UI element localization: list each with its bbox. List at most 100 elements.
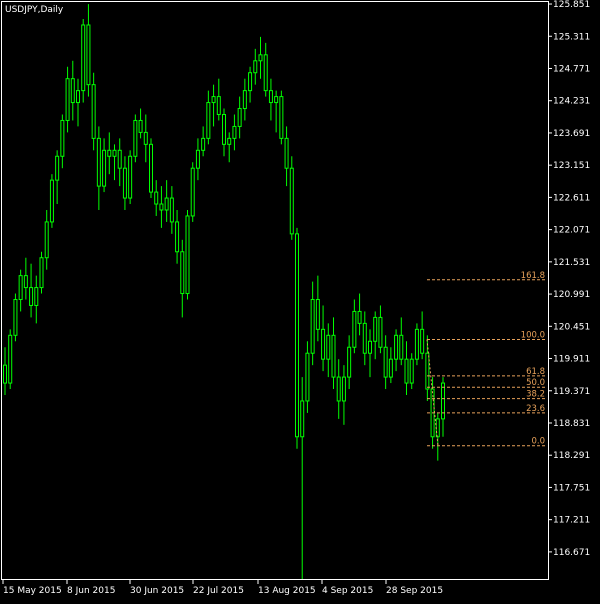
candle-body — [425, 352, 430, 390]
candle-body — [336, 376, 341, 402]
fib-label: 0.0 — [531, 437, 545, 447]
y-tick-label: 122.611 — [553, 193, 590, 203]
candle — [180, 239, 185, 318]
candle-body — [268, 90, 273, 104]
candle-body — [180, 251, 185, 295]
candle-body — [253, 60, 258, 74]
candle — [211, 84, 216, 127]
candle — [362, 311, 367, 366]
candle — [143, 114, 148, 163]
candle — [373, 311, 378, 360]
y-tick-label: 121.531 — [553, 258, 590, 268]
candle-body — [76, 90, 80, 104]
candle-body — [227, 137, 232, 145]
candle-body — [399, 334, 404, 360]
fib-label: 38.2 — [526, 390, 545, 400]
candle — [49, 174, 54, 228]
y-tick-label: 124.231 — [553, 97, 590, 107]
candle — [39, 251, 44, 294]
candle — [3, 347, 7, 395]
fib-label: 61.8 — [526, 367, 545, 377]
fibonacci-retracement[interactable]: 161.8 100.0 61.850.0 38.2 23.6 0.0 — [426, 271, 546, 447]
y-tick-label: 123.151 — [553, 161, 590, 171]
candle — [383, 335, 388, 390]
candle — [13, 293, 18, 342]
candle — [81, 19, 86, 103]
candle-body — [49, 179, 54, 223]
y-tick-label: 118.291 — [553, 451, 590, 461]
candle-body — [258, 54, 263, 62]
candle-body — [222, 113, 226, 145]
candle-body — [388, 358, 393, 378]
fib-level[interactable]: 0.0 — [427, 437, 546, 447]
candle-body — [321, 328, 326, 360]
candle — [154, 180, 159, 216]
candle — [159, 186, 164, 228]
candle-body — [368, 340, 372, 354]
candle — [164, 180, 169, 222]
candle — [201, 126, 206, 157]
candle — [102, 138, 107, 193]
candle — [44, 209, 49, 270]
fib-level[interactable]: 61.8 — [427, 367, 546, 377]
candle — [149, 138, 153, 199]
time-axis[interactable]: 15 May 2015 8 Jun 2015 30 Jun 2015 22 Jul 2… — [2, 580, 443, 596]
fib-level[interactable]: 161.8 — [427, 271, 546, 281]
x-tick-label: 13 Aug 2015 — [258, 586, 316, 596]
candle — [18, 269, 23, 312]
candle — [107, 132, 112, 175]
candle — [300, 377, 305, 580]
candle — [232, 114, 237, 151]
candle — [263, 42, 268, 97]
candle — [86, 4, 91, 97]
plot-border — [1, 1, 549, 580]
candle — [70, 60, 75, 121]
candle-body — [279, 96, 284, 139]
candle — [295, 227, 299, 449]
candle-body — [347, 346, 352, 378]
candle-body — [122, 167, 127, 199]
candle-body — [295, 233, 299, 438]
candle — [206, 90, 211, 145]
candle — [326, 323, 331, 378]
candle — [425, 335, 430, 401]
candle — [305, 341, 310, 413]
fib-trendline — [426, 339, 439, 446]
x-tick-label: 15 May 2015 — [3, 586, 62, 596]
candle — [399, 317, 404, 366]
candle-body — [102, 149, 107, 187]
candle — [117, 138, 122, 187]
candle-body — [414, 328, 419, 360]
candle — [133, 114, 138, 163]
candle-body — [34, 287, 39, 306]
candle-body — [357, 310, 362, 324]
fib-label: 161.8 — [521, 271, 545, 281]
candle — [96, 126, 101, 210]
candle — [341, 365, 346, 425]
y-tick-label: 125.851 — [553, 0, 590, 10]
candle — [227, 132, 232, 163]
candle — [420, 311, 425, 360]
candle-body — [201, 137, 206, 151]
candle-body — [96, 137, 101, 187]
candle-body — [112, 149, 117, 157]
chart-title: USDJPY,Daily — [5, 5, 64, 15]
fib-level[interactable]: 100.0 — [427, 330, 546, 340]
candle — [357, 293, 362, 336]
candle — [331, 317, 336, 390]
price-axis[interactable]: 125.851 125.311 124.771 124.231 123.691 123.1… — [548, 0, 590, 558]
x-tick-label: 22 Jul 2015 — [193, 586, 244, 596]
candle-body — [352, 310, 357, 348]
y-tick-label: 124.771 — [553, 64, 590, 74]
fib-label: 100.0 — [521, 330, 545, 340]
fib-label: 23.6 — [526, 404, 545, 414]
candle — [388, 347, 393, 384]
candle — [216, 78, 221, 121]
fib-level[interactable]: 23.6 — [427, 404, 546, 414]
fib-level[interactable]: 38.2 — [427, 390, 546, 400]
candle — [279, 90, 284, 145]
fib-level[interactable]: 50.0 — [427, 378, 546, 388]
candle — [112, 144, 117, 181]
